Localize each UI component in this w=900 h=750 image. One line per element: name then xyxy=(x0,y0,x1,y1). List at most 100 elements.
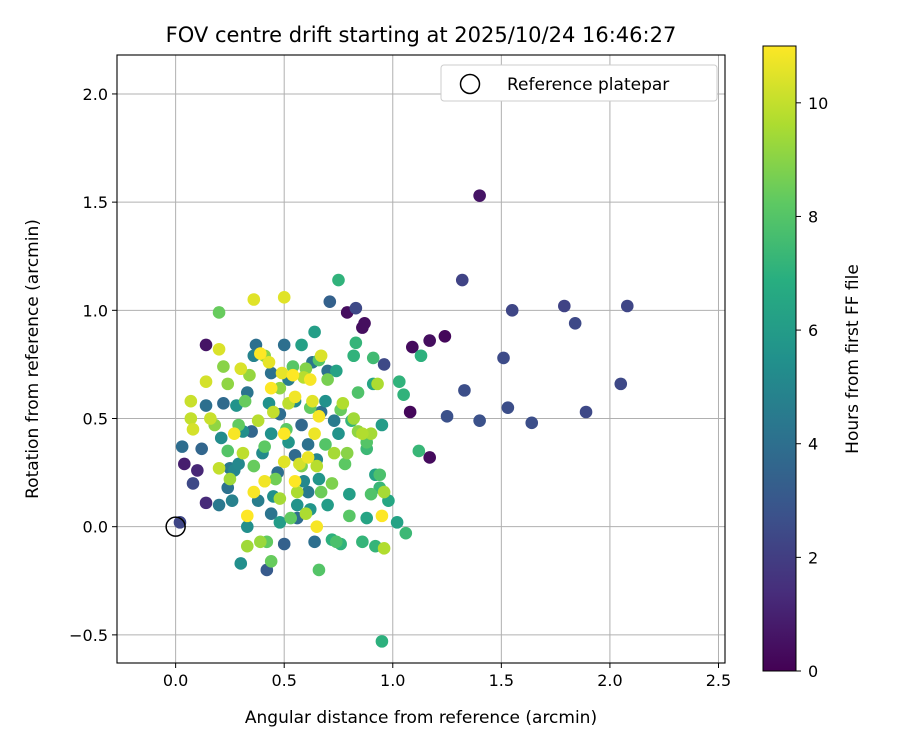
scatter-point xyxy=(286,360,300,373)
scatter-point xyxy=(288,390,302,404)
scatter-point xyxy=(614,377,628,391)
scatter-point xyxy=(236,446,250,460)
y-tick-label: 1.0 xyxy=(83,301,108,320)
scatter-point xyxy=(371,377,384,391)
scatter-point xyxy=(199,375,213,389)
scatter-point xyxy=(277,537,291,551)
scatter-point xyxy=(227,427,241,440)
colorbar-gradient xyxy=(762,45,797,672)
scatter-point xyxy=(186,423,200,436)
scatter-point xyxy=(373,468,387,482)
scatter-point xyxy=(301,485,315,499)
scatter-point xyxy=(273,516,287,529)
scatter-point xyxy=(191,464,204,477)
scatter-point xyxy=(184,412,198,425)
scatter-point xyxy=(262,355,276,369)
y-tick-label: 2.0 xyxy=(83,85,108,104)
scatter-point xyxy=(243,368,256,382)
scatter-point xyxy=(423,334,436,347)
x-tick-label: 0.0 xyxy=(163,671,188,690)
colorbar-tick-label: 6 xyxy=(808,321,818,340)
scatter-point xyxy=(392,375,406,389)
scatter-point xyxy=(349,301,363,315)
scatter-point xyxy=(412,444,426,458)
scatter-point xyxy=(321,373,334,386)
scatter-point xyxy=(336,397,350,410)
scatter-point xyxy=(568,316,582,330)
scatter-point xyxy=(364,427,378,440)
scatter-point xyxy=(277,427,291,440)
scatter-point xyxy=(295,338,308,352)
x-tick-label: 1.5 xyxy=(489,671,514,690)
x-axis-label: Angular distance from reference (arcmin) xyxy=(245,708,597,728)
scatter-point xyxy=(204,412,217,425)
scatter-point xyxy=(277,455,291,469)
colorbar-tick-label: 10 xyxy=(808,94,828,113)
scatter-point xyxy=(175,440,189,453)
scatter-point xyxy=(254,535,267,549)
scatter-point xyxy=(221,377,235,391)
x-tick-label: 2.5 xyxy=(706,671,731,690)
scatter-point xyxy=(234,362,248,376)
y-tick-label: 1.5 xyxy=(83,193,108,212)
scatter-point xyxy=(290,498,304,512)
scatter-point xyxy=(358,316,371,330)
scatter-point xyxy=(223,472,237,486)
scatter-point xyxy=(273,492,287,505)
colorbar-tick-label: 0 xyxy=(808,662,818,681)
scatter-point xyxy=(308,535,321,549)
scatter-point xyxy=(195,442,208,456)
scatter-point xyxy=(290,485,304,499)
scatter-point xyxy=(579,405,593,419)
y-tick-label: 0.5 xyxy=(83,410,108,429)
scatter-point xyxy=(330,364,343,378)
scatter-point xyxy=(277,338,291,352)
scatter-point xyxy=(414,349,428,363)
colorbar-ticks: 0 2 4 6 8 10 xyxy=(796,94,828,681)
scatter-point xyxy=(423,451,436,464)
scatter-point xyxy=(240,520,254,533)
scatter-point xyxy=(332,273,345,287)
scatter-point xyxy=(199,399,213,412)
scatter-point xyxy=(247,485,261,499)
scatter-point xyxy=(240,509,254,523)
scatter-point xyxy=(178,457,191,471)
scatter-point xyxy=(264,555,278,568)
plot-area: 0.0 0.5 1.0 1.5 2.0 2.5 −0.5 0.0 0.5 1.0 1.5 2.0 xyxy=(69,54,731,690)
scatter-point xyxy=(286,368,300,382)
scatter-point xyxy=(377,542,391,555)
scatter-point xyxy=(308,427,321,440)
scatter-point xyxy=(301,451,315,464)
scatter-point xyxy=(360,511,374,525)
scatter-point xyxy=(406,340,419,354)
scatter-point xyxy=(312,410,326,423)
scatter-point xyxy=(264,366,278,380)
scatter-point xyxy=(375,418,389,432)
colorbar-tick-label: 2 xyxy=(808,548,818,567)
scatter-points xyxy=(173,189,634,648)
scatter-point xyxy=(351,386,365,399)
scatter-point xyxy=(251,414,265,427)
scatter-point xyxy=(347,412,360,425)
x-tick-label: 0.5 xyxy=(271,671,296,690)
scatter-point xyxy=(403,405,417,419)
scatter-point xyxy=(247,459,261,473)
scatter-point xyxy=(321,364,334,378)
scatter-point xyxy=(347,349,360,363)
chart-title: FOV centre drift starting at 2025/10/24 … xyxy=(166,23,677,47)
scatter-point xyxy=(458,384,471,397)
scatter-point xyxy=(356,427,369,440)
scatter-point xyxy=(217,360,230,373)
scatter-point xyxy=(240,539,254,553)
scatter-point xyxy=(303,373,317,386)
scatter-point xyxy=(375,509,389,523)
x-tick-label: 2.0 xyxy=(597,671,622,690)
scatter-point xyxy=(377,358,391,371)
scatter-point xyxy=(366,351,380,365)
y-tick-label: 0.0 xyxy=(83,518,108,537)
scatter-point xyxy=(245,425,258,438)
scatter-point xyxy=(306,394,319,408)
scatter-point xyxy=(558,299,571,313)
scatter-point xyxy=(217,397,230,410)
